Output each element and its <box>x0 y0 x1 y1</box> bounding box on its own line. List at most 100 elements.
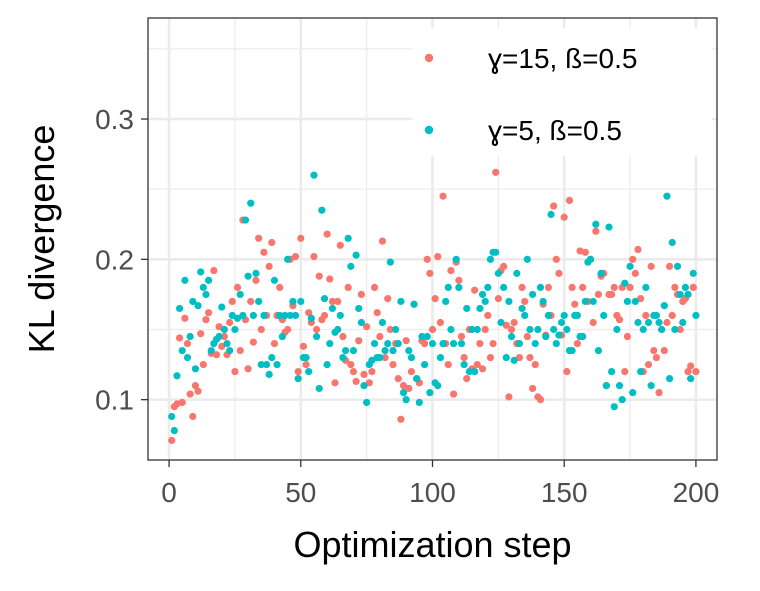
data-point-series-1 <box>341 346 350 355</box>
data-point-series-1 <box>639 325 647 334</box>
data-point-series-0 <box>660 346 668 355</box>
data-point-series-1 <box>357 318 365 327</box>
data-point-series-1 <box>202 290 210 299</box>
x-tick-label: 150 <box>541 477 588 508</box>
data-point-series-1 <box>444 283 452 292</box>
data-point-series-0 <box>186 390 194 398</box>
data-point-series-1 <box>442 297 450 306</box>
data-point-series-1 <box>181 276 189 284</box>
data-point-series-0 <box>257 325 265 334</box>
data-point-series-1 <box>476 304 484 313</box>
data-point-series-1 <box>529 290 537 299</box>
data-point-series-0 <box>565 196 574 205</box>
data-point-series-1 <box>265 370 273 379</box>
data-point-series-1 <box>436 353 444 362</box>
data-point-series-0 <box>294 368 302 376</box>
data-point-series-1 <box>492 248 500 256</box>
data-point-series-1 <box>668 238 676 247</box>
data-point-series-0 <box>515 353 524 362</box>
data-point-series-1 <box>236 290 244 299</box>
data-point-series-0 <box>449 390 458 398</box>
data-point-series-1 <box>233 314 242 322</box>
data-point-series-0 <box>489 339 497 348</box>
data-point-series-0 <box>284 325 292 334</box>
data-point-series-0 <box>510 318 518 327</box>
data-point-series-0 <box>494 295 502 303</box>
data-point-series-0 <box>626 283 634 292</box>
data-point-series-0 <box>249 338 257 346</box>
data-point-series-1 <box>239 311 247 320</box>
data-point-series-1 <box>679 318 687 327</box>
data-point-series-0 <box>168 436 176 444</box>
data-point-series-0 <box>581 248 589 256</box>
data-point-series-0 <box>692 368 700 376</box>
data-point-series-1 <box>581 297 589 306</box>
data-point-series-1 <box>534 325 542 334</box>
data-point-series-0 <box>573 339 581 348</box>
data-point-series-0 <box>555 269 563 277</box>
data-point-series-1 <box>439 339 447 348</box>
data-point-series-0 <box>176 334 184 342</box>
data-point-series-0 <box>544 283 553 292</box>
data-point-series-0 <box>523 332 531 341</box>
x-tick-label: 100 <box>409 477 456 508</box>
data-point-series-1 <box>284 255 292 263</box>
data-point-series-1 <box>579 332 587 341</box>
data-point-series-1 <box>376 353 384 362</box>
data-point-series-1 <box>613 325 621 334</box>
data-point-series-0 <box>460 353 468 362</box>
data-point-series-1 <box>223 339 231 348</box>
data-point-series-0 <box>623 332 632 341</box>
data-point-series-0 <box>568 283 576 292</box>
data-point-series-0 <box>615 316 624 324</box>
data-point-series-1 <box>536 283 545 292</box>
data-point-series-1 <box>497 318 505 327</box>
data-point-series-0 <box>529 384 537 393</box>
data-point-series-1 <box>608 368 616 376</box>
data-point-series-1 <box>634 318 642 327</box>
data-point-series-1 <box>552 339 560 348</box>
data-point-series-1 <box>568 346 576 355</box>
data-point-series-1 <box>602 382 610 390</box>
data-point-series-1 <box>186 332 194 341</box>
data-point-series-0 <box>436 318 444 327</box>
data-point-series-0 <box>426 269 434 277</box>
data-point-series-0 <box>360 370 368 379</box>
data-point-series-1 <box>273 360 281 369</box>
data-point-series-1 <box>402 396 410 404</box>
data-point-series-0 <box>178 398 186 407</box>
data-point-series-0 <box>386 325 394 334</box>
legend-label-series-0: ɣ=15, ß=0.5 <box>488 43 637 74</box>
data-point-series-1 <box>434 382 442 390</box>
data-point-series-0 <box>244 365 252 373</box>
data-point-series-1 <box>344 234 352 242</box>
data-point-series-0 <box>268 238 276 247</box>
x-tick-label: 0 <box>161 477 177 508</box>
data-point-series-1 <box>615 382 624 390</box>
data-point-series-1 <box>312 332 321 341</box>
data-point-series-0 <box>505 393 513 401</box>
data-point-series-1 <box>381 346 389 355</box>
data-point-series-1 <box>597 269 605 277</box>
data-point-series-0 <box>344 283 352 292</box>
data-point-series-1 <box>684 290 692 299</box>
data-point-series-0 <box>183 339 192 348</box>
data-point-series-1 <box>550 325 558 334</box>
data-point-series-1 <box>268 353 276 362</box>
data-point-series-1 <box>449 339 458 348</box>
data-point-series-1 <box>173 372 181 380</box>
data-point-series-1 <box>407 353 416 362</box>
data-point-series-1 <box>465 368 473 376</box>
data-point-series-1 <box>328 304 336 313</box>
data-point-series-1 <box>170 426 178 435</box>
data-point-series-1 <box>457 339 466 348</box>
data-point-series-1 <box>336 311 344 320</box>
data-point-series-1 <box>168 412 176 421</box>
data-point-series-0 <box>671 283 679 292</box>
data-point-series-1 <box>671 325 679 334</box>
data-point-series-1 <box>191 365 200 373</box>
legend-key-series-1 <box>424 125 434 135</box>
data-point-series-1 <box>426 389 434 397</box>
data-point-series-0 <box>357 290 365 299</box>
data-point-series-1 <box>629 389 637 397</box>
